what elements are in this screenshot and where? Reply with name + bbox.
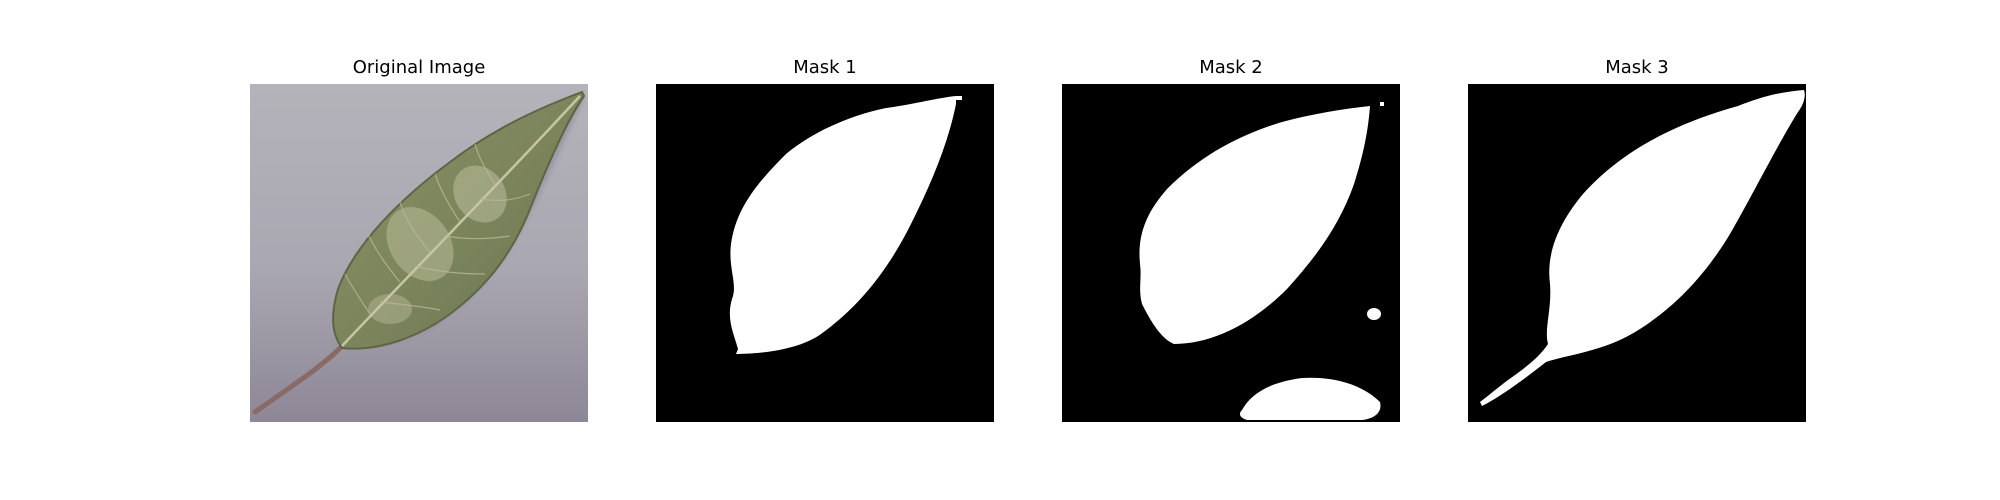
leaf-blotch — [368, 294, 412, 324]
panel-title-mask-2: Mask 2 — [1062, 56, 1400, 80]
original-leaf-photo — [250, 84, 588, 422]
panel-original: Original Image — [250, 56, 588, 444]
panel-mask-3: Mask 3 — [1468, 56, 1806, 444]
mask-3-image — [1468, 84, 1806, 422]
mask-speck — [956, 96, 962, 100]
panel-title-mask-1: Mask 1 — [656, 56, 994, 80]
mask-2-image — [1062, 84, 1400, 422]
mask-1-image — [656, 84, 994, 422]
panel-mask-1: Mask 1 — [656, 56, 994, 444]
panel-mask-2: Mask 2 — [1062, 56, 1400, 444]
mask-speck — [1380, 102, 1384, 106]
mask-speck — [1367, 308, 1381, 320]
panel-title-original: Original Image — [250, 56, 588, 80]
panel-title-mask-3: Mask 3 — [1468, 56, 1806, 80]
